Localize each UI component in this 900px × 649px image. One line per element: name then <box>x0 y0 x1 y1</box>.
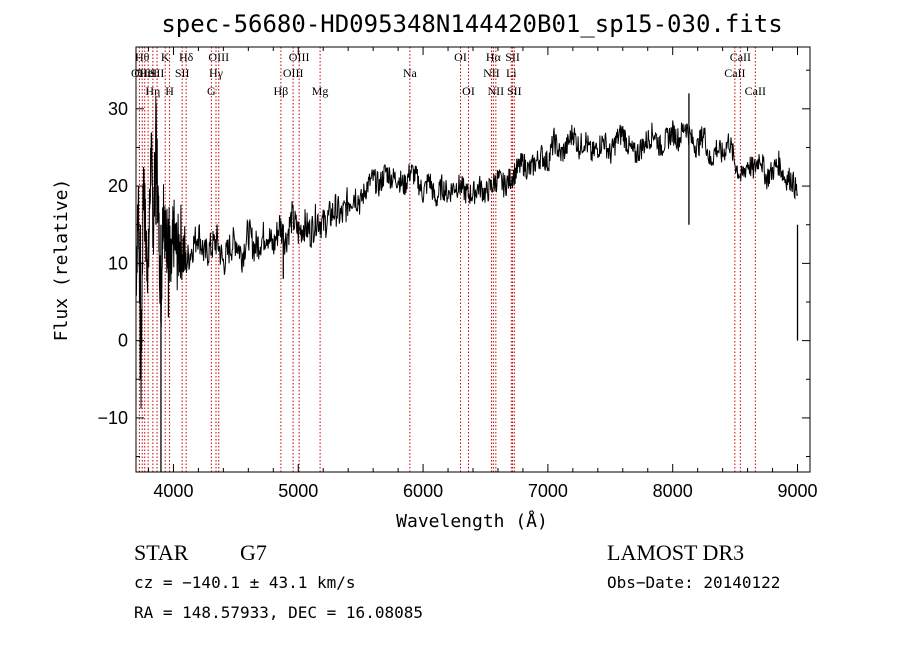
x-tick-label: 4000 <box>153 481 193 501</box>
spectral-line-label: OI <box>462 84 475 98</box>
spectral-line-label: K <box>161 50 170 64</box>
spectral-line-label: Hθ <box>135 50 150 64</box>
object-subclass: G7 <box>240 540 267 565</box>
x-axis-label: Wavelength (Å) <box>396 510 548 532</box>
redshift-cz: cz = −140.1 ± 43.1 km/s <box>134 573 356 592</box>
plot-frame <box>135 46 811 473</box>
spectral-line-label: Hα <box>486 50 502 64</box>
spectral-line-label: SII <box>175 66 190 80</box>
spectral-line-label: G <box>207 84 216 98</box>
y-tick-label: 20 <box>108 176 128 196</box>
spectrum-series <box>135 93 799 472</box>
spectral-line-label: Hη <box>145 84 160 98</box>
y-tick-label: 30 <box>108 99 128 119</box>
spectral-line-label: Hδ <box>179 50 194 64</box>
x-tick-label: 6000 <box>403 481 443 501</box>
spectral-line-label: OIII <box>208 50 229 64</box>
x-tick-label: 8000 <box>653 481 693 501</box>
spectral-line-label: SII <box>505 50 520 64</box>
obs-date: Obs−Date: 20140122 <box>607 573 780 592</box>
spectral-line-label: NII <box>488 84 505 98</box>
spectral-line-label: Li <box>506 66 517 80</box>
survey-name: LAMOST DR3 <box>607 540 744 565</box>
spectral-line-label: CaII <box>730 50 751 64</box>
y-tick-label: −10 <box>97 408 128 428</box>
y-axis-ticks: −10 0 10 20 30 <box>97 69 810 458</box>
x-tick-label: 7000 <box>528 481 568 501</box>
x-tick-label: 9000 <box>777 481 817 501</box>
y-tick-label: 10 <box>108 253 128 273</box>
y-axis-label: Flux (relative) <box>51 179 72 342</box>
chart-title: spec-56680-HD095348N144420B01_sp15-030.f… <box>161 10 782 38</box>
spectral-line-label: OI <box>454 50 467 64</box>
spectral-line-label: Mg <box>312 84 329 98</box>
spectral-line-label: Hγ <box>209 66 224 80</box>
y-tick-label: 0 <box>118 331 128 351</box>
spectral-line-label: OII <box>131 66 148 80</box>
spectral-line-label: Hβ <box>274 84 289 98</box>
spectral-line-label: SII <box>507 84 522 98</box>
spectral-line-label: CaII <box>724 66 745 80</box>
x-axis-ticks: 4000 5000 6000 7000 8000 9000 <box>147 47 818 501</box>
spectral-line-label: OIII <box>289 50 310 64</box>
spectral-line-label: HeI <box>139 66 157 80</box>
spectral-line-label: OIII <box>134 66 155 80</box>
spectral-line-label: SII <box>150 66 165 80</box>
object-class: STAR <box>134 540 189 565</box>
spectral-line-label: H <box>165 84 174 98</box>
spectral-line-label: OIII <box>283 66 304 80</box>
spectrum-line <box>135 95 798 409</box>
spectral-line-label: CaII <box>745 84 766 98</box>
x-tick-label: 5000 <box>278 481 318 501</box>
line-labels: OIIHθOIIIHeIHηSIIKHSIIHδGHγOIIIHβOIIIOII… <box>131 50 766 98</box>
spectral-line-label: NII <box>483 66 500 80</box>
line-markers <box>138 47 756 472</box>
ra-dec: RA = 148.57933, DEC = 16.08085 <box>134 603 423 622</box>
spectral-line-label: Na <box>403 66 418 80</box>
